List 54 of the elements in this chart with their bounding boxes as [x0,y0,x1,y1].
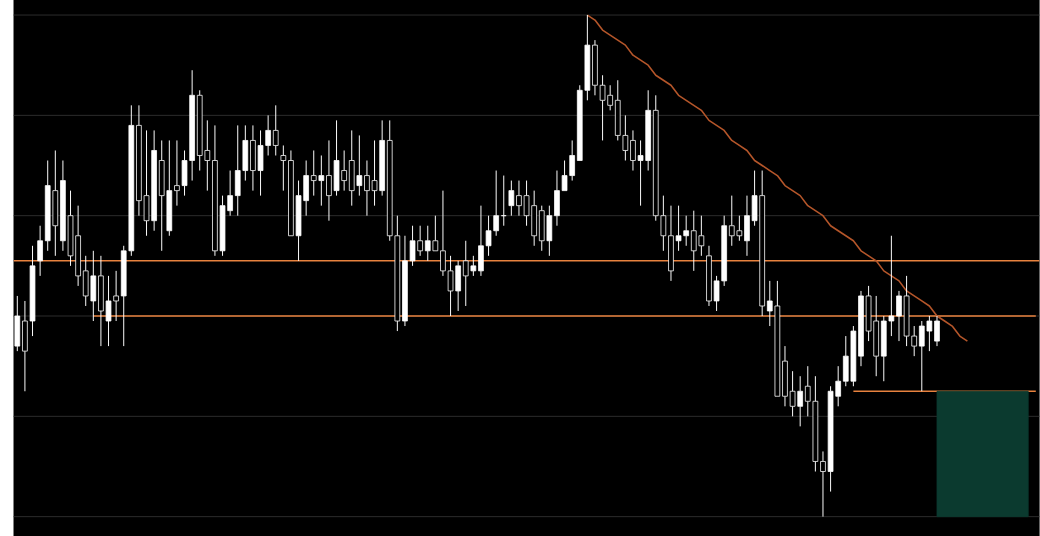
candlestick [364,159,370,216]
candlestick [341,149,347,191]
candlestick [196,89,203,171]
candlestick [371,139,378,206]
candlestick [774,280,781,397]
candlestick [455,259,461,312]
candlestick [918,320,925,392]
candlestick [706,244,712,307]
candlestick [424,224,431,261]
candlestick [356,134,363,196]
candlestick [166,139,173,236]
candlestick [698,214,705,256]
candlestick [827,385,834,492]
candlestick [189,69,195,181]
candlestick [212,124,218,256]
candlestick [318,154,325,206]
candlestick [759,169,766,317]
candlestick [683,214,689,246]
candlestick [234,124,241,216]
candlestick [348,129,355,206]
candlestick [797,375,804,427]
candlestick [934,315,940,347]
candlestick [60,159,66,251]
candlestick [478,204,484,277]
candlestick [326,139,332,221]
candlestick [880,315,887,382]
candlestick [630,129,636,171]
candlestick [272,104,279,156]
candlestick [592,39,598,96]
candlestick [417,224,423,256]
candlestick [310,149,317,196]
candlestick [896,290,902,342]
candlestick [668,204,674,282]
candlestick [744,194,750,256]
candlestick [151,129,157,231]
candlestick [14,295,21,352]
candlestick [462,239,469,307]
candlestick [538,204,545,251]
candlestick [516,179,522,216]
candlestick [508,179,515,216]
candlestick [158,139,165,251]
candlestick [288,149,294,236]
candlestick [903,275,910,347]
candlestick [90,249,97,322]
candlestick [402,234,408,327]
candlestick [690,209,697,272]
candlestick [873,295,880,377]
candlestick [812,375,819,472]
candlestick [98,254,104,347]
candlestick [52,149,59,256]
candlestick [250,124,256,191]
candlestick [736,214,743,241]
candlestick [926,315,933,352]
candlestick [531,189,537,246]
